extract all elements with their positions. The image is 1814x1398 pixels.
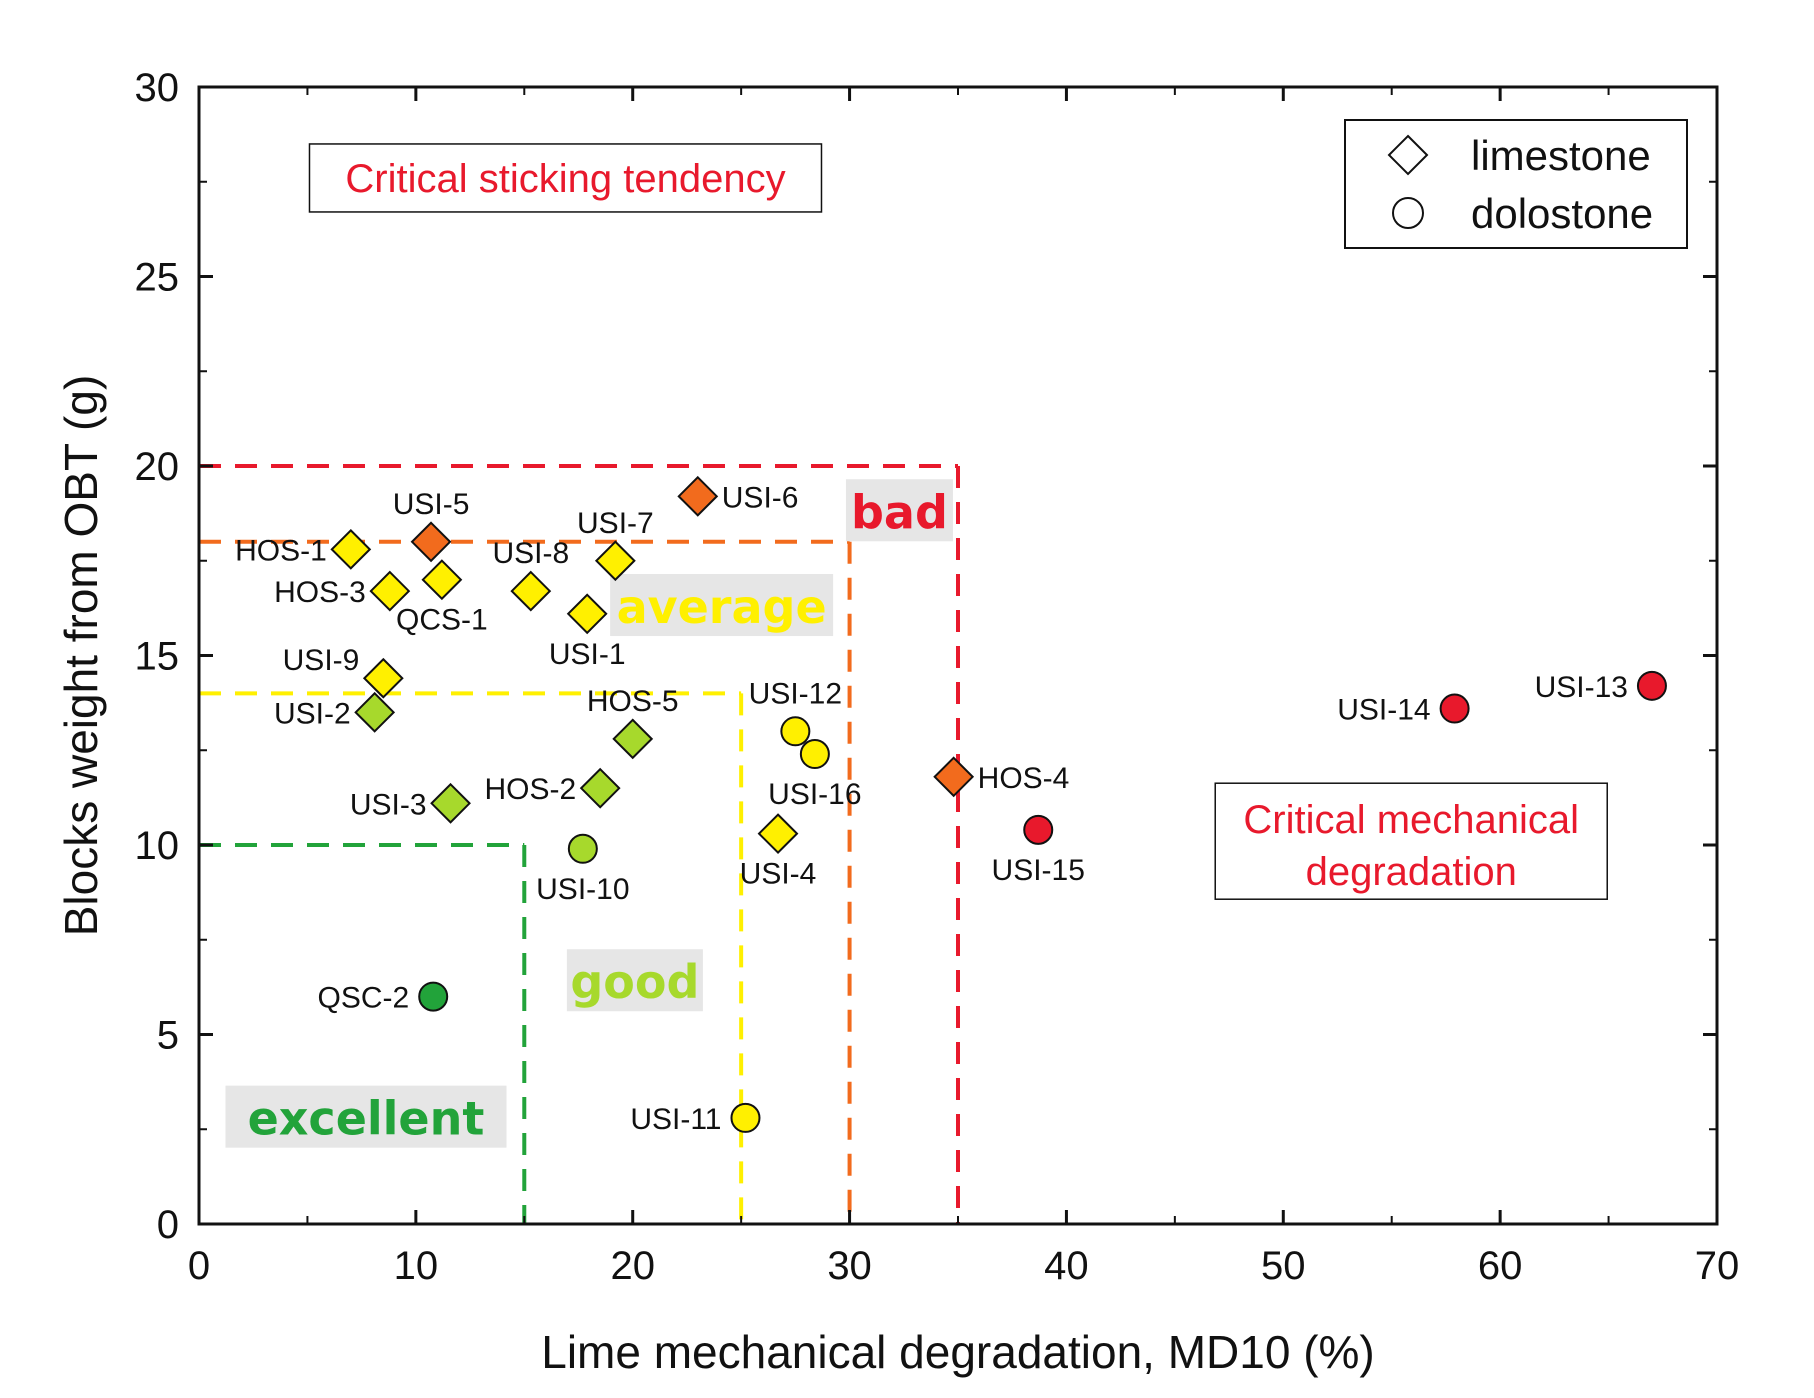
y-tick-label: 30	[135, 66, 180, 110]
point-label-HOS-2: HOS-2	[484, 773, 576, 806]
point-HOS-4	[933, 756, 975, 798]
point-USI-12	[780, 716, 811, 747]
point-label-USI-8: USI-8	[492, 537, 569, 570]
point-USI-9	[362, 657, 404, 699]
boundary-lines	[199, 464, 960, 1224]
x-tick-label: 20	[610, 1244, 655, 1288]
x-tick-label: 30	[827, 1244, 872, 1288]
zone-label-excellent: excellent	[248, 1092, 485, 1146]
y-axis-title: Blocks weight from OBT (g)	[55, 375, 107, 937]
point-QSC-2	[418, 981, 449, 1012]
point-USI-4	[757, 813, 799, 855]
point-USI-1	[566, 593, 608, 635]
point-label-HOS-5: HOS-5	[587, 685, 679, 718]
y-tick-label: 15	[135, 635, 180, 679]
point-USI-11	[730, 1102, 761, 1133]
data-points	[330, 475, 1667, 1133]
zone-label-good: good	[570, 955, 699, 1009]
zone-bg-excellent	[225, 1085, 507, 1148]
point-USI-3	[430, 782, 471, 824]
x-tick-label: 60	[1478, 1244, 1523, 1288]
axes: 0 10 20 30 40 50 60 70 0 5 10 15 20 25 30 Lime mechanic…	[55, 66, 1739, 1378]
y-tick-label: 5	[157, 1014, 179, 1058]
point-label-HOS-4: HOS-4	[978, 762, 1070, 795]
point-label-USI-1: USI-1	[549, 638, 626, 671]
point-QCS-1	[421, 559, 463, 601]
point-USI-7	[594, 540, 636, 582]
point-label-USI-6: USI-6	[722, 481, 799, 514]
legend: limestone dolostone	[1344, 119, 1688, 249]
point-label-HOS-1: HOS-1	[235, 534, 327, 567]
point-HOS-3	[369, 570, 411, 612]
point-HOS-1	[330, 528, 372, 570]
point-label-USI-15: USI-15	[992, 854, 1085, 887]
x-tick-label: 40	[1044, 1244, 1089, 1288]
zone-bg-average	[610, 574, 834, 637]
point-label-USI-13: USI-13	[1535, 671, 1628, 704]
point-label-QCS-1: QCS-1	[396, 604, 488, 637]
point-label-USI-16: USI-16	[768, 778, 861, 811]
zone-label-bad: bad	[851, 485, 948, 539]
y-tick-label: 25	[135, 256, 180, 300]
annotations: Critical sticking tendency Critical mecha…	[308, 143, 1608, 900]
point-HOS-2	[579, 767, 621, 809]
point-USI-13	[1636, 670, 1667, 701]
annotation-degradation: Critical mechanical degradation	[1243, 798, 1579, 894]
annotation-sticking: Critical sticking tendency	[345, 157, 785, 201]
legend-label-dolostone: dolostone	[1471, 190, 1653, 237]
zone-bg-good	[566, 949, 703, 1012]
point-label-USI-3: USI-3	[350, 788, 427, 821]
point-label-USI-12: USI-12	[749, 677, 842, 710]
point-USI-15	[1023, 814, 1054, 845]
point-label-USI-14: USI-14	[1337, 694, 1430, 727]
x-axis-title: Lime mechanical degradation, MD10 (%)	[541, 1326, 1375, 1378]
point-label-USI-4: USI-4	[740, 858, 817, 891]
x-tick-label: 0	[188, 1244, 210, 1288]
point-HOS-5	[612, 718, 654, 760]
zone-labels: bad average good excellent	[225, 479, 953, 1148]
legend-diamond-icon	[1387, 134, 1429, 176]
point-label-USI-2: USI-2	[274, 697, 351, 730]
point-USI-5	[410, 521, 452, 563]
point-USI-6	[677, 475, 719, 517]
point-label-QSC-2: QSC-2	[318, 982, 410, 1015]
point-label-USI-10: USI-10	[536, 873, 629, 906]
point-USI-14	[1439, 693, 1470, 724]
annotation-box-degradation	[1214, 782, 1608, 900]
point-USI-10	[567, 833, 598, 864]
point-label-HOS-3: HOS-3	[274, 576, 366, 609]
point-USI-2	[354, 691, 396, 733]
x-tick-label: 50	[1261, 1244, 1306, 1288]
x-tick-label: 10	[394, 1244, 439, 1288]
y-tick-label: 20	[135, 445, 180, 489]
legend-label-limestone: limestone	[1471, 132, 1651, 179]
zone-label-average: average	[617, 580, 827, 634]
point-label-USI-9: USI-9	[283, 644, 360, 677]
point-label-USI-5: USI-5	[393, 488, 470, 521]
x-tick-label: 70	[1695, 1244, 1740, 1288]
point-USI-8	[510, 570, 552, 612]
point-label-USI-7: USI-7	[577, 507, 654, 540]
y-tick-label: 10	[135, 824, 180, 868]
zone-bg-bad	[845, 479, 953, 542]
point-label-USI-11: USI-11	[630, 1103, 721, 1136]
y-tick-label: 0	[157, 1203, 179, 1247]
legend-circle-icon	[1392, 197, 1424, 229]
point-USI-16	[799, 739, 830, 770]
annotation-box-sticking	[308, 143, 823, 213]
